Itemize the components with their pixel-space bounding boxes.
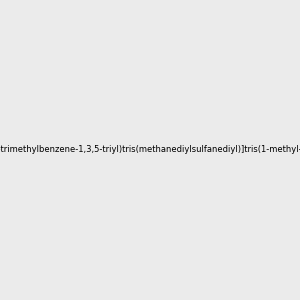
Text: 2,2',2''-[(2,4,6-trimethylbenzene-1,3,5-triyl)tris(methanediylsulfanediyl)]tris(: 2,2',2''-[(2,4,6-trimethylbenzene-1,3,5-… [0, 146, 300, 154]
